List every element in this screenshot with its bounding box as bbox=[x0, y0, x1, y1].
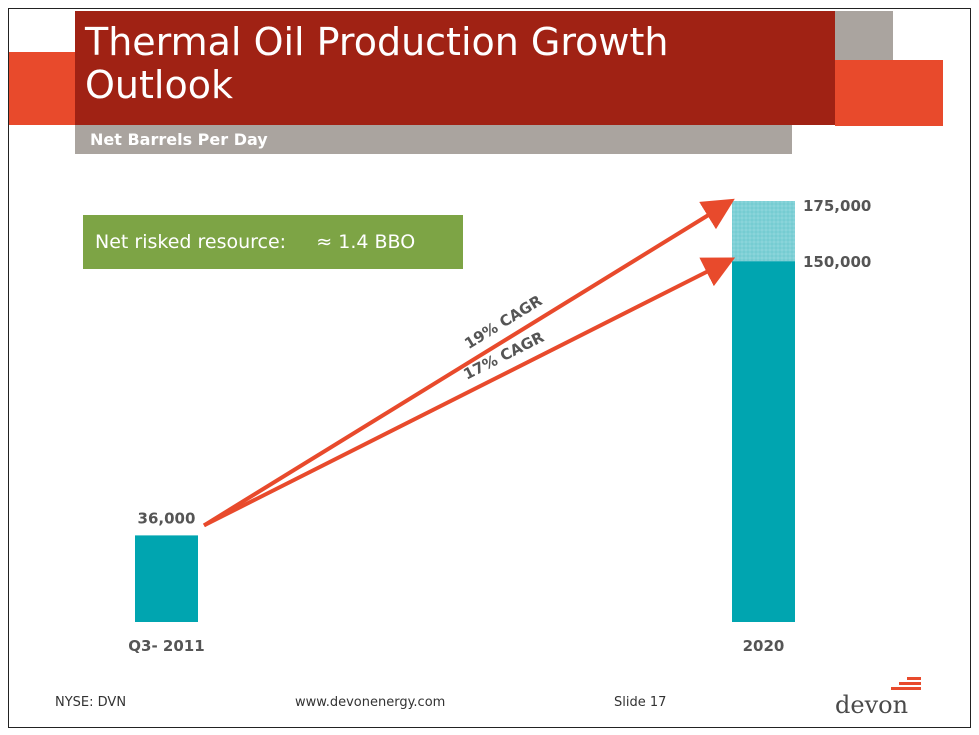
footer-url[interactable]: www.devonenergy.com bbox=[295, 695, 446, 710]
resource-callout: Net risked resource: ≈ 1.4 BBO bbox=[83, 215, 463, 269]
bar-base-0 bbox=[135, 535, 198, 622]
slide: Thermal Oil Production Growth Outlook Ne… bbox=[8, 8, 971, 728]
title-band bbox=[75, 11, 835, 125]
callout-value: ≈ 1.4 BBO bbox=[316, 231, 416, 253]
cagr-arrow bbox=[203, 257, 736, 528]
bar-base-1 bbox=[732, 261, 795, 622]
bar-upside-1 bbox=[732, 201, 795, 262]
data-label: 36,000 bbox=[138, 509, 196, 527]
data-label: 150,000 bbox=[803, 253, 871, 271]
x-tick-label: 2020 bbox=[743, 637, 785, 655]
data-label: 175,000 bbox=[803, 197, 871, 215]
decor-orange-right bbox=[835, 60, 943, 126]
callout-label: Net risked resource: bbox=[95, 231, 287, 253]
decor-orange-left bbox=[9, 52, 75, 125]
x-tick-label: Q3- 2011 bbox=[128, 637, 204, 655]
devon-logo: devon bbox=[835, 691, 909, 719]
slide-title: Thermal Oil Production Growth Outlook bbox=[85, 20, 669, 107]
footer-ticker: NYSE: DVN bbox=[55, 695, 127, 710]
subtitle-band bbox=[75, 125, 792, 154]
decor-grey-square bbox=[835, 11, 893, 63]
cagr-arrow bbox=[202, 198, 735, 528]
devon-logo-mark-icon bbox=[891, 677, 921, 692]
slide-subtitle: Net Barrels Per Day bbox=[90, 130, 268, 149]
footer-slide-number: Slide 17 bbox=[614, 695, 667, 710]
